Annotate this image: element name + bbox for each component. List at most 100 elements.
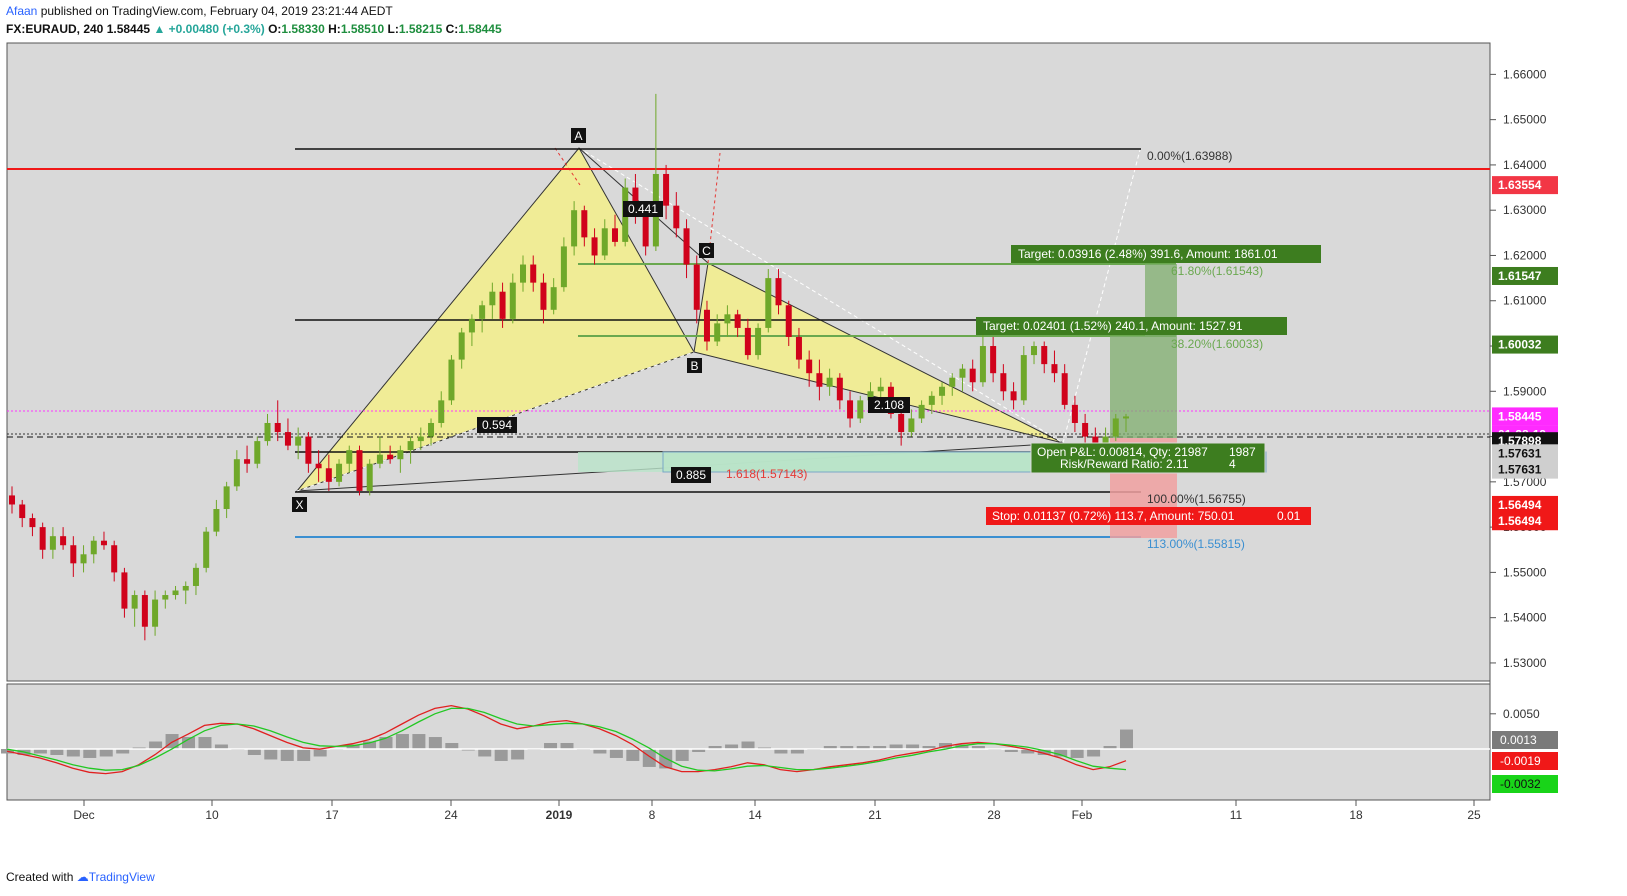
candle-body: [949, 377, 956, 387]
candle-body: [509, 282, 516, 319]
macd-histogram-bar: [906, 744, 920, 749]
macd-histogram-bar: [395, 734, 409, 749]
price-tag[interactable]: [1492, 444, 1558, 463]
fib-100-text: 100.00%(1.56755): [1147, 492, 1246, 506]
macd-histogram-bar: [478, 749, 492, 757]
y-tick-label: 1.66000: [1503, 67, 1547, 81]
macd-histogram-bar: [297, 749, 311, 761]
candle-body: [397, 450, 404, 460]
macd-histogram-bar: [675, 749, 689, 761]
price-tag-label: 1.60032: [1498, 338, 1542, 352]
candle-body: [1112, 418, 1119, 437]
macd-histogram-bar: [198, 737, 212, 749]
tradingview-logo[interactable]: ☁: [76, 870, 89, 884]
candle-body: [1102, 436, 1109, 446]
macd-histogram-bar: [116, 749, 130, 754]
macd-histogram-bar: [83, 749, 97, 758]
candle-body: [703, 309, 710, 342]
candle-body: [438, 400, 445, 423]
y-tick-label: 1.55000: [1503, 565, 1547, 579]
price-tag[interactable]: [1492, 460, 1558, 479]
price-tag[interactable]: [1492, 495, 1558, 514]
price-tag[interactable]: [1492, 335, 1558, 354]
tradingview-link[interactable]: TradingView: [88, 870, 155, 884]
a-projection: [554, 147, 581, 186]
open-value: 1.58330: [281, 22, 325, 36]
candle-body: [70, 545, 77, 564]
macd-histogram-bar: [1054, 749, 1068, 757]
macd-tag[interactable]: [1492, 775, 1558, 793]
candle-body: [60, 536, 67, 546]
macd-histogram-bar: [66, 749, 80, 757]
price-tag[interactable]: [1492, 266, 1558, 285]
target-box-2[interactable]: [1145, 264, 1177, 438]
candle-body: [346, 450, 353, 464]
candle-body: [19, 504, 26, 519]
x-tick-label: 17: [325, 808, 339, 822]
candle-body: [131, 595, 138, 609]
macd-tag[interactable]: [1492, 752, 1558, 770]
point-c[interactable]: C: [699, 243, 714, 258]
d-extension: [1062, 149, 1141, 444]
macd-histogram-bar: [1021, 749, 1035, 754]
pnl-badge[interactable]: [1030, 442, 1266, 474]
x-tick-label: 25: [1467, 808, 1481, 822]
open-label: O:: [268, 22, 282, 36]
candle-body: [233, 459, 240, 487]
macd-histogram-bar: [840, 746, 854, 749]
x-tick-label: Dec: [73, 808, 94, 822]
macd-histogram-bar: [971, 746, 985, 749]
target2-badge[interactable]: [976, 317, 1287, 335]
price-chart[interactable]: 1.66000 1.65000 1.64000 1.63000 1.62000 1.610…: [0, 40, 1627, 866]
candle-body: [1051, 364, 1058, 374]
stop-badge[interactable]: [986, 507, 1311, 525]
fib-382-text: 38.20%(1.60033): [1171, 337, 1263, 351]
candle-body: [336, 463, 343, 482]
candle-body: [847, 400, 854, 419]
macd-histogram-bar: [955, 744, 969, 749]
candle-body: [693, 264, 700, 310]
macd-histogram-bar: [280, 749, 294, 761]
candle-body: [601, 228, 608, 256]
candle-body: [765, 278, 772, 328]
macd-histogram-bar: [1087, 749, 1101, 757]
author-link[interactable]: Afaan: [6, 4, 38, 18]
point-x[interactable]: X: [292, 497, 307, 512]
macd-y-tick-label: 0.0050: [1503, 707, 1540, 721]
candle-body: [448, 359, 455, 401]
price-change: ▲ +0.00480 (+0.3%): [153, 22, 265, 36]
candle-body: [1010, 391, 1017, 401]
macd-histogram-bar: [790, 749, 804, 754]
risk-reward-text: Risk/Reward Ratio: 2.11: [1060, 457, 1189, 471]
candle-body: [571, 210, 578, 247]
x-tick-label: 24: [444, 808, 458, 822]
candle-body: [663, 173, 670, 206]
candle-body: [520, 264, 527, 283]
macd-histogram-bar: [346, 744, 360, 749]
macd-line: [6, 704, 1127, 775]
point-a[interactable]: A: [571, 128, 586, 143]
macd-histogram-bar: [50, 749, 64, 755]
macd-histogram-bar: [856, 746, 870, 749]
macd-histogram-bar: [511, 749, 525, 760]
macd-histogram-bar: [247, 749, 261, 755]
macd-tag[interactable]: [1492, 731, 1558, 749]
candle-body: [192, 567, 199, 586]
y-tick-label: 1.62000: [1503, 248, 1547, 262]
x-tick-label: 28: [987, 808, 1001, 822]
candle-body: [274, 422, 281, 433]
candle-body: [673, 205, 680, 229]
macd-histogram-bar: [33, 749, 47, 754]
price-tag[interactable]: [1492, 176, 1558, 195]
target2-text: Target: 0.02401 (1.52%) 240.1, Amount: 1…: [983, 319, 1243, 333]
candle-body: [530, 264, 537, 283]
price-tag[interactable]: [1492, 407, 1558, 426]
candle-body: [969, 368, 976, 383]
target1-badge[interactable]: [1011, 245, 1321, 263]
point-a-label: A: [574, 129, 582, 143]
price-tag[interactable]: [1492, 512, 1558, 531]
point-b[interactable]: B: [687, 358, 702, 373]
ratio-abc: 0.441: [628, 202, 658, 216]
candle-body: [642, 214, 649, 247]
x-tick-label: 11: [1230, 808, 1243, 822]
